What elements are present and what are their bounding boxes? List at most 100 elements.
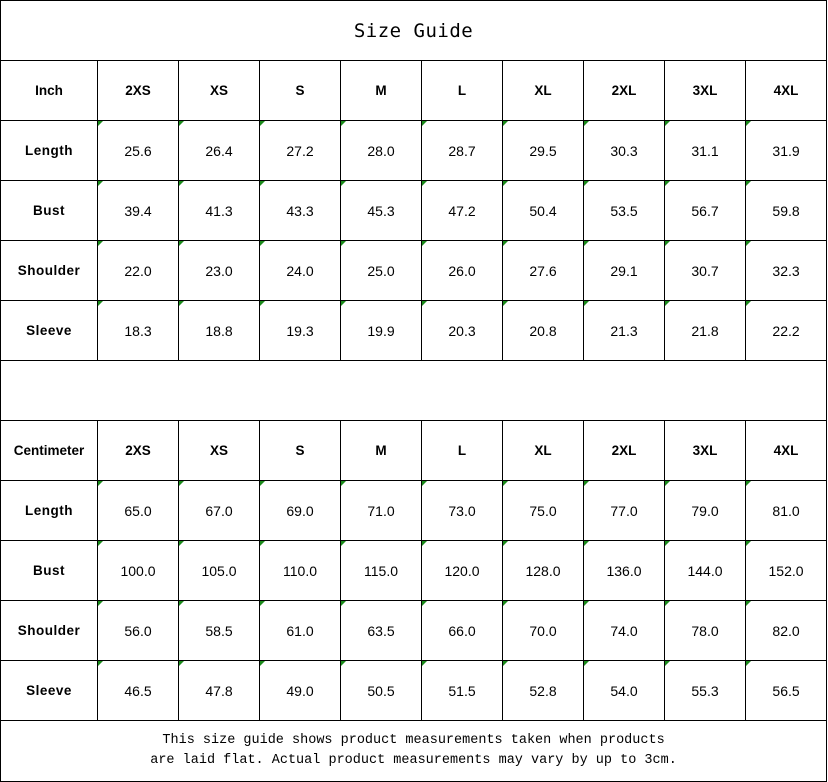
measurement-value: 63.5: [367, 622, 395, 639]
note-line: are laid flat. Actual product measuremen…: [150, 753, 677, 768]
measurement-value: 58.5: [205, 622, 233, 639]
table-row: Length 65.0 67.0 69.0 71.0 73.0 75.0 77.0 79.0 81…: [0, 480, 828, 541]
measurement-value: 52.8: [529, 682, 557, 699]
measurement-cell: 78.0: [664, 600, 746, 661]
cell-marker-icon: [179, 481, 184, 486]
measurement-cell: 52.8: [502, 660, 584, 721]
cell-marker-icon: [665, 601, 670, 606]
measurement-cell: 46.5: [97, 660, 179, 721]
measurement-cell: 47.2: [421, 180, 503, 241]
measurement-value: 82.0: [772, 622, 800, 639]
header-row: Centimeter 2XS XS S M L XL 2XL 3XL 4XL: [0, 420, 828, 481]
measurement-value: 49.0: [286, 682, 314, 699]
measurement-value: 53.5: [610, 202, 638, 219]
measurement-cell: 56.0: [97, 600, 179, 661]
spacer-row: [0, 360, 828, 421]
measurement-value: 54.0: [610, 682, 638, 699]
cell-marker-icon: [179, 601, 184, 606]
cell-marker-icon: [665, 121, 670, 126]
measurement-cell: 43.3: [259, 180, 341, 241]
measurement-value: 50.5: [367, 682, 395, 699]
cell-marker-icon: [341, 541, 346, 546]
measurement-cell: 105.0: [178, 540, 260, 601]
measurement-cell: 30.3: [583, 120, 665, 181]
size-header: XS: [178, 420, 260, 481]
table-row: Length 25.6 26.4 27.2 28.0 28.7 29.5 30.3 31.1 31…: [0, 120, 828, 181]
cell-marker-icon: [584, 121, 589, 126]
measurement-cell: 28.0: [340, 120, 422, 181]
measurement-cell: 18.3: [97, 300, 179, 361]
measurement-cell: 144.0: [664, 540, 746, 601]
size-header: M: [340, 60, 422, 121]
measurement-cell: 50.5: [340, 660, 422, 721]
measurement-cell: 74.0: [583, 600, 665, 661]
cell-marker-icon: [584, 541, 589, 546]
measurement-cell: 66.0: [421, 600, 503, 661]
cell-marker-icon: [422, 481, 427, 486]
measurement-value: 25.6: [124, 142, 152, 159]
measurement-value: 66.0: [448, 622, 476, 639]
measurement-value: 56.0: [124, 622, 152, 639]
cell-marker-icon: [260, 481, 265, 486]
measurement-cell: 61.0: [259, 600, 341, 661]
cell-marker-icon: [179, 121, 184, 126]
cell-marker-icon: [341, 241, 346, 246]
measurement-label: Length: [0, 120, 98, 181]
measurement-value: 78.0: [691, 622, 719, 639]
measurement-cell: 100.0: [97, 540, 179, 601]
measurement-cell: 110.0: [259, 540, 341, 601]
table-row: Shoulder 22.0 23.0 24.0 25.0 26.0 27.6 29.1 30.7…: [0, 240, 828, 301]
size-header: L: [421, 420, 503, 481]
measurement-cell: 27.6: [502, 240, 584, 301]
measurement-value: 20.8: [529, 322, 557, 339]
measurement-value: 30.3: [610, 142, 638, 159]
cell-marker-icon: [260, 661, 265, 666]
measurement-cell: 20.3: [421, 300, 503, 361]
measurement-value: 29.1: [610, 262, 638, 279]
size-header: XL: [502, 60, 584, 121]
measurement-cell: 49.0: [259, 660, 341, 721]
cell-marker-icon: [422, 301, 427, 306]
size-header: L: [421, 60, 503, 121]
measurement-cell: 152.0: [744, 540, 828, 601]
measurement-cell: 128.0: [502, 540, 584, 601]
size-header: S: [259, 420, 341, 481]
size-header: 4XL: [744, 420, 828, 481]
measurement-value: 27.6: [529, 262, 557, 279]
size-header: 4XL: [744, 60, 828, 121]
measurement-value: 22.0: [124, 262, 152, 279]
measurement-cell: 47.8: [178, 660, 260, 721]
measurement-cell: 77.0: [583, 480, 665, 541]
measurement-cell: 26.0: [421, 240, 503, 301]
measurement-value: 110.0: [283, 562, 317, 579]
measurement-value: 28.7: [448, 142, 476, 159]
measurement-value: 31.9: [772, 142, 800, 159]
cell-marker-icon: [503, 121, 508, 126]
measurement-value: 32.3: [772, 262, 800, 279]
measurement-value: 24.0: [286, 262, 314, 279]
measurement-value: 74.0: [610, 622, 638, 639]
measurement-value: 81.0: [772, 502, 800, 519]
measurement-label: Shoulder: [0, 240, 98, 301]
measurement-cell: 25.0: [340, 240, 422, 301]
measurement-cell: 30.7: [664, 240, 746, 301]
measurement-cell: 50.4: [502, 180, 584, 241]
measurement-value: 21.8: [691, 322, 719, 339]
measurement-cell: 45.3: [340, 180, 422, 241]
cell-marker-icon: [98, 181, 103, 186]
measurement-cell: 136.0: [583, 540, 665, 601]
measurement-cell: 26.4: [178, 120, 260, 181]
measurement-cell: 28.7: [421, 120, 503, 181]
page-title: Size Guide: [0, 0, 828, 61]
size-header: 3XL: [664, 420, 746, 481]
size-header: M: [340, 420, 422, 481]
measurement-cell: 29.5: [502, 120, 584, 181]
measurement-label: Shoulder: [0, 600, 98, 661]
measurement-cell: 31.9: [744, 120, 828, 181]
measurement-value: 56.7: [691, 202, 719, 219]
measurement-value: 115.0: [364, 562, 398, 579]
cell-marker-icon: [260, 241, 265, 246]
cell-marker-icon: [260, 181, 265, 186]
measurement-value: 18.8: [205, 322, 233, 339]
